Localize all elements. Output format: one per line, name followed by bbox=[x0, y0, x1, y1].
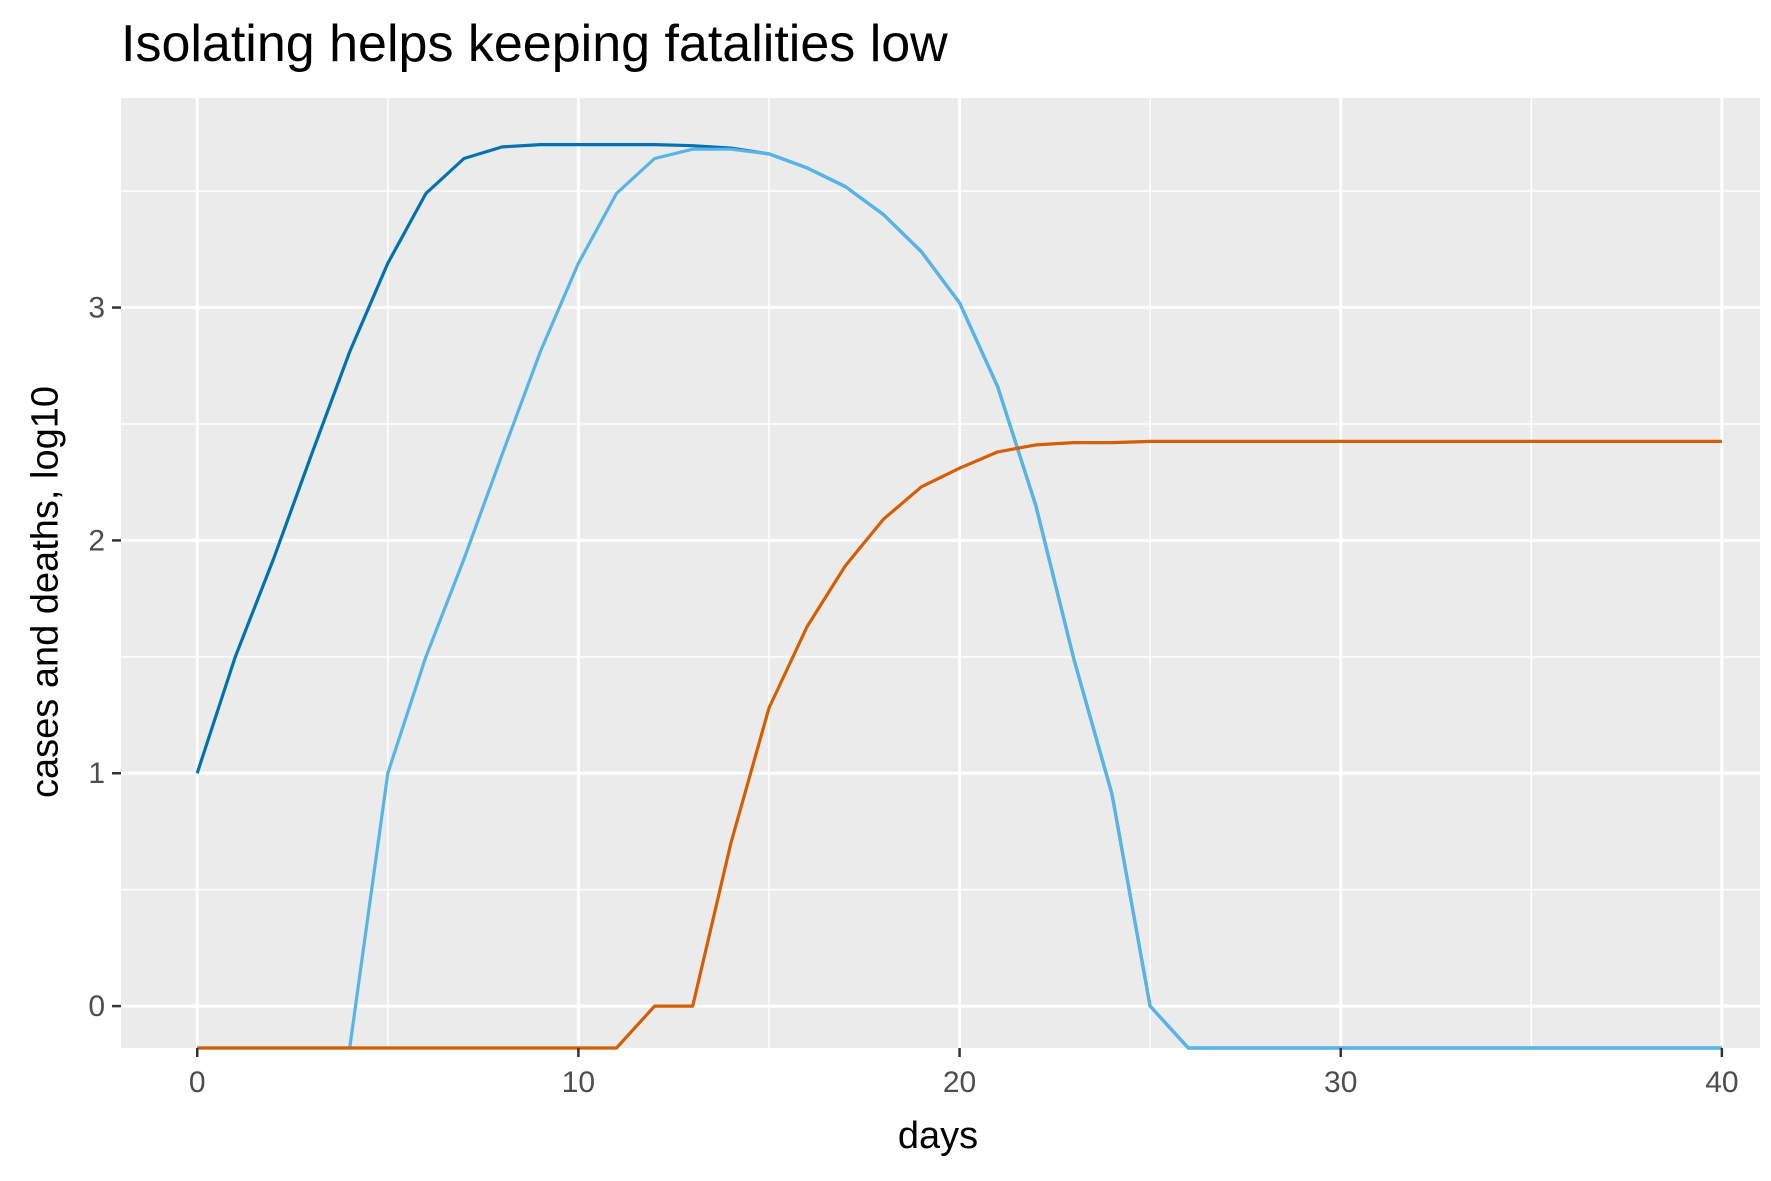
x-tick-label: 0 bbox=[189, 1066, 206, 1099]
axis-ticks bbox=[112, 306, 1724, 1057]
x-tick-label: 20 bbox=[943, 1066, 976, 1099]
minor-grid bbox=[121, 98, 1760, 1048]
y-tick-label: 1 bbox=[88, 757, 105, 790]
y-tick-label: 0 bbox=[88, 990, 105, 1023]
series-layer bbox=[195, 143, 1722, 1050]
x-tick-label: 10 bbox=[562, 1066, 595, 1099]
tick-labels: 0 10 20 30 40 0 1 2 3 bbox=[88, 292, 1738, 1099]
y-tick-label: 2 bbox=[88, 524, 105, 557]
x-axis-label: days bbox=[897, 1115, 979, 1157]
plot-panel bbox=[121, 98, 1760, 1048]
y-tick-label: 3 bbox=[88, 292, 105, 325]
x-tick-label: 30 bbox=[1324, 1066, 1357, 1099]
series-line-2 bbox=[197, 147, 1722, 1050]
x-tick-label: 40 bbox=[1705, 1066, 1738, 1099]
chart-title: Isolating helps keeping fatalities low bbox=[121, 15, 948, 73]
major-grid bbox=[121, 98, 1760, 1048]
series-line-3 bbox=[197, 439, 1722, 1050]
